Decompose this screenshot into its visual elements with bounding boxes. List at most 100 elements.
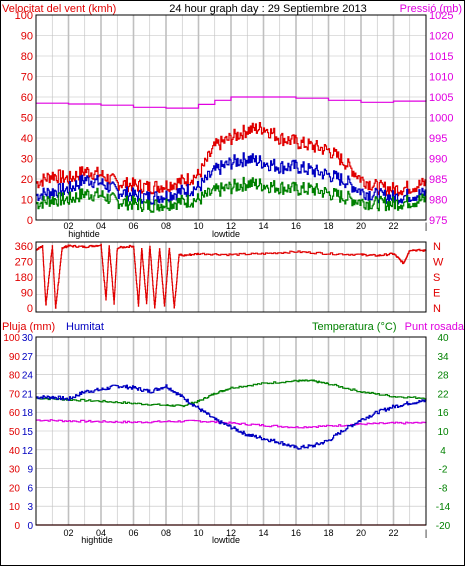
- tick-label: 9: [27, 465, 33, 476]
- tick-label: 270: [15, 257, 33, 269]
- tick-label: 20: [21, 174, 33, 186]
- tick-label: S: [433, 272, 440, 284]
- tick-label: 15: [22, 427, 34, 438]
- pressure-line: [36, 96, 427, 109]
- tick-label: 0: [27, 521, 33, 532]
- wind-speed-ticks: 0 10 20 30 40 50 60 70 80 90 100: [15, 10, 33, 227]
- x-tick-label: 14: [258, 221, 268, 231]
- tick-label: 60: [21, 92, 33, 104]
- humidity-ticks: 0 10 20 30 40 50 60 70 80 90 100: [3, 333, 20, 532]
- direction-panel-lines: [35, 243, 427, 309]
- tick-label: 80: [21, 51, 33, 63]
- lowtide-label-bottom: lowtide: [212, 535, 240, 545]
- x-tick-label: 10: [193, 221, 203, 231]
- x-tick-label: 16: [291, 221, 301, 231]
- wind-minimum-line: [36, 176, 427, 213]
- hightide-label-bottom: hightide: [81, 535, 113, 545]
- tick-label: 0: [14, 521, 20, 532]
- tick-label: 40: [437, 333, 449, 344]
- tick-label: 21: [22, 389, 34, 400]
- wind-axis-label: Velocitat del vent (kmh): [2, 3, 116, 15]
- x-tick-label: 02: [63, 528, 73, 538]
- tick-label: 30: [9, 465, 21, 476]
- x-tick-label: 16: [291, 528, 301, 538]
- tick-label: 10: [437, 427, 449, 438]
- x-tick-label: 20: [356, 528, 366, 538]
- tick-label: 1000: [429, 113, 453, 125]
- x-tick-label: 20: [356, 221, 366, 231]
- wind-panel-frame: [35, 14, 427, 221]
- tick-label: 28: [437, 371, 449, 382]
- x-tick-label: 12: [226, 528, 236, 538]
- tick-label: 90: [21, 288, 33, 300]
- direction-panel-frame: [35, 241, 427, 313]
- tick-label: 70: [21, 72, 33, 84]
- x-tick-end: |: [425, 221, 427, 231]
- tick-label: 30: [21, 154, 33, 166]
- humidity-axis-label: Humitat: [66, 321, 104, 333]
- x-tick-label: 18: [323, 528, 333, 538]
- lowtide-label: lowtide: [212, 229, 240, 239]
- direction-degree-ticks: 0 90 180 270 360: [15, 241, 33, 315]
- x-tick-label: 02: [63, 221, 73, 231]
- tick-label: 60: [9, 408, 21, 419]
- tick-label: 360: [15, 241, 33, 253]
- tick-label: 980: [429, 195, 447, 207]
- tick-label: 80: [9, 371, 21, 382]
- x-tick-label: 04: [96, 528, 106, 538]
- tick-label: 1005: [429, 92, 453, 104]
- climate-panel-grid: [36, 337, 426, 525]
- tick-label: 985: [429, 174, 447, 186]
- wind-gust-line: [36, 122, 427, 197]
- tick-label: 40: [21, 133, 33, 145]
- x-tick-label: 06: [128, 221, 138, 231]
- tick-label: 50: [21, 113, 33, 125]
- rain-ticks: 0 3 6 9 12 15 18 21 24 27 30: [22, 333, 34, 532]
- x-tick-label: 10: [193, 528, 203, 538]
- x-tick-label: 22: [388, 528, 398, 538]
- wind-average-line: [36, 152, 427, 205]
- x-tick-label: 06: [128, 528, 138, 538]
- tick-label: 0: [27, 215, 33, 227]
- x-tick-label: 08: [161, 528, 171, 538]
- tick-label: W: [433, 257, 444, 269]
- tick-label: 10: [9, 502, 21, 513]
- tick-label: 975: [429, 215, 447, 227]
- tick-label: 990: [429, 154, 447, 166]
- tick-label: 6: [27, 483, 33, 494]
- tick-label: 18: [22, 408, 34, 419]
- x-tick-label: 12: [226, 221, 236, 231]
- x-tick-label: 04: [96, 221, 106, 231]
- graph-title: 24 hour graph day : 29 Septiembre 2013: [169, 3, 367, 15]
- tick-label: N: [433, 241, 441, 253]
- tick-label: E: [433, 288, 440, 300]
- tick-label: 180: [15, 272, 33, 284]
- tick-label: 4: [440, 446, 446, 457]
- tick-label: 27: [22, 352, 34, 363]
- tick-label: 100: [3, 333, 20, 344]
- tick-label: 30: [22, 333, 34, 344]
- tick-label: 20: [9, 483, 21, 494]
- pressure-ticks: 975 980 985 990 995 1000 1005 1010 1015 1020 1025: [429, 10, 453, 227]
- tick-label: -8: [439, 483, 448, 494]
- wind-panel-hour-ticks: 02 04 06 08 10 12 14 16 18 20 22 |: [63, 221, 427, 231]
- x-tick-label: 14: [258, 528, 268, 538]
- wind-panel-lines: [36, 96, 427, 213]
- tick-label: 1015: [429, 51, 453, 63]
- tick-label: -2: [439, 465, 448, 476]
- wind-direction-line: [35, 243, 427, 309]
- tick-label: 24: [22, 371, 34, 382]
- tick-label: 12: [22, 446, 34, 457]
- temperature-ticks: -20 -14 -8 -2 4 10 16 22 28 34 40: [436, 333, 451, 532]
- x-tick-label: 22: [388, 221, 398, 231]
- tick-label: 70: [9, 389, 21, 400]
- climate-panel-hour-ticks: 02 04 06 08 10 12 14 16 18 20 22 |: [63, 528, 427, 538]
- temperature-axis-label: Temperatura (°C): [312, 321, 396, 333]
- tick-label: 1025: [429, 10, 453, 22]
- tick-label: 16: [437, 408, 449, 419]
- tick-label: 0: [27, 303, 33, 315]
- tick-label: 90: [21, 31, 33, 43]
- tick-label: 90: [9, 352, 21, 363]
